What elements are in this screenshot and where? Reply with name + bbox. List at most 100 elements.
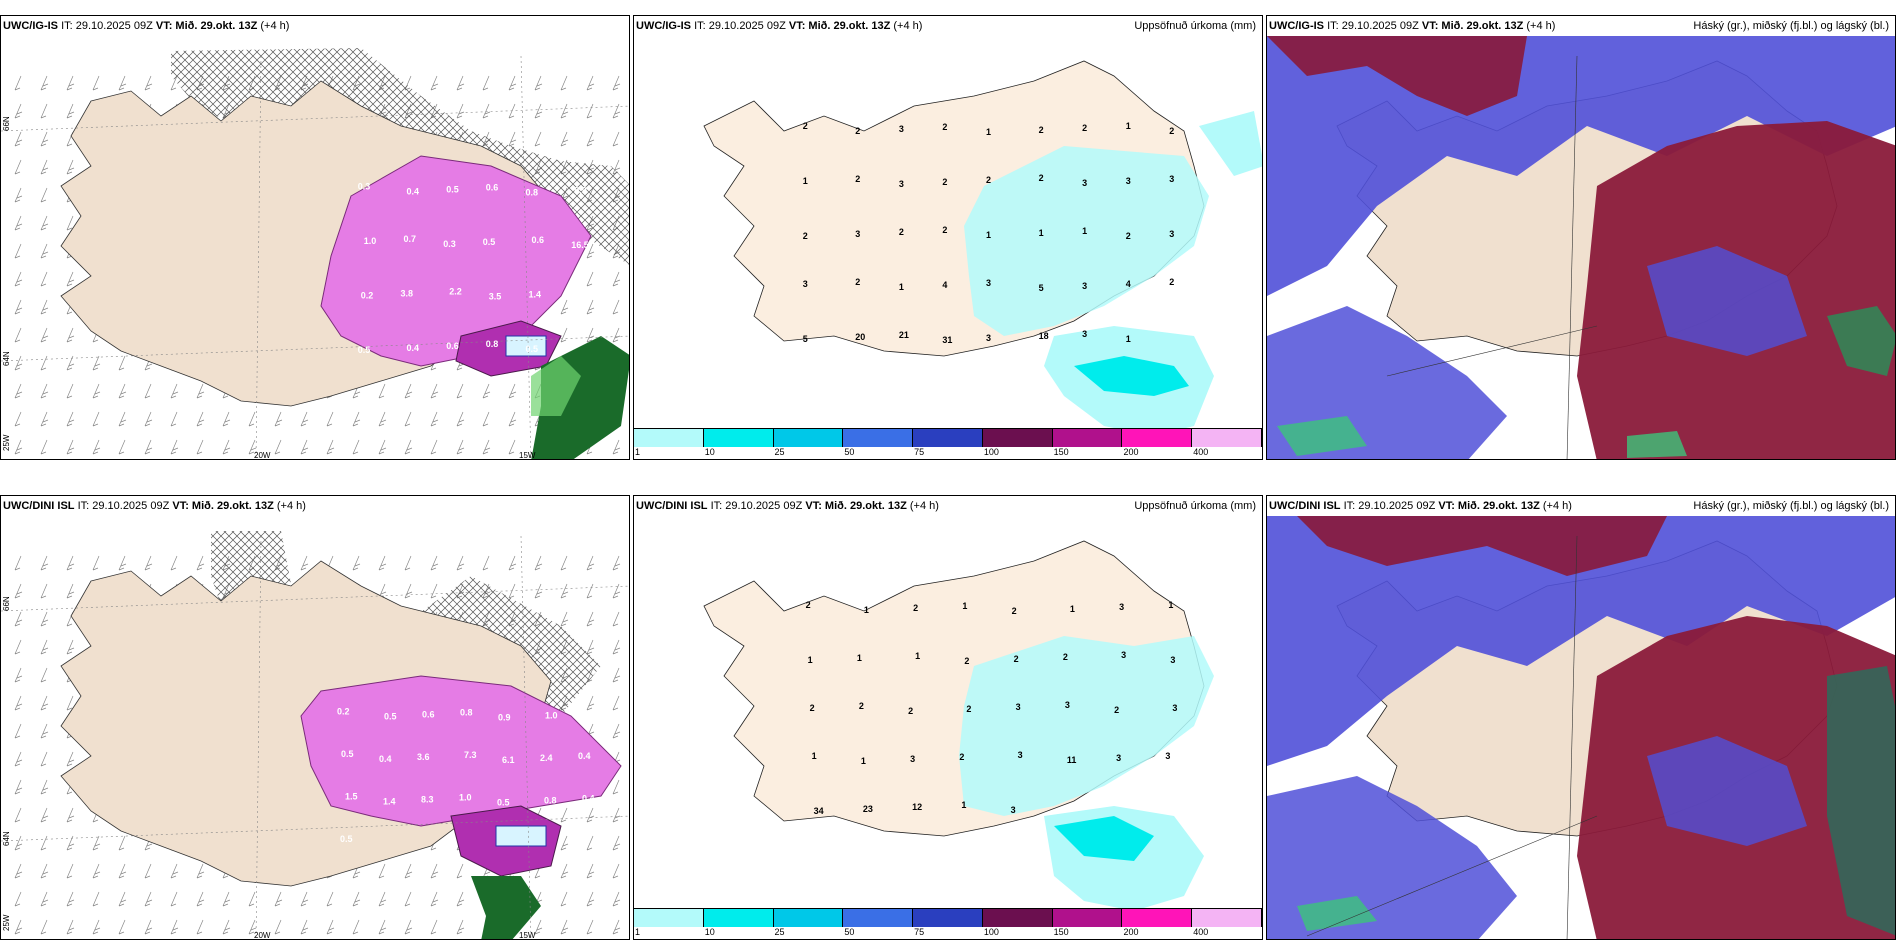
wind-barb bbox=[66, 555, 75, 571]
wind-barb bbox=[534, 75, 543, 91]
green-light bbox=[531, 356, 581, 416]
precip-value-label: 2 bbox=[859, 701, 864, 711]
precip-value-label: 3 bbox=[910, 754, 915, 764]
wind-barb bbox=[560, 863, 569, 879]
panel-header: UWC/DINI ISL IT: 29.10.2025 09Z VT: Mið.… bbox=[1, 496, 629, 516]
wind-barb bbox=[612, 555, 621, 571]
precip-value-label: 3 bbox=[1082, 178, 1087, 188]
precip-value-label: 2 bbox=[855, 126, 860, 136]
precip-value-label: 1 bbox=[1126, 334, 1131, 344]
wind-barb bbox=[14, 611, 23, 627]
precip-shade bbox=[959, 636, 1214, 816]
wind-barb bbox=[508, 555, 517, 571]
precip-value-label: 1 bbox=[986, 230, 991, 240]
wind-barb bbox=[14, 411, 22, 427]
wind-barb bbox=[66, 215, 74, 231]
wind-barb bbox=[144, 75, 153, 91]
cloud-cover-map bbox=[1267, 36, 1895, 459]
lon-label-20w: 20W bbox=[254, 931, 271, 940]
precip-value-label: 1 bbox=[803, 176, 808, 186]
precip-value-label: 2 bbox=[803, 231, 808, 241]
precip-value-label: 8.3 bbox=[421, 794, 434, 804]
lat-label-66: 66N bbox=[2, 116, 11, 131]
lat-label-64: 64N bbox=[2, 351, 11, 366]
lat-label-25w: 25W bbox=[2, 914, 11, 931]
wind-barb bbox=[222, 919, 231, 935]
wind-barb bbox=[170, 383, 179, 399]
precip-value-label: 3 bbox=[1119, 602, 1124, 612]
precip-value-label: 1.5 bbox=[345, 791, 358, 801]
wind-barb bbox=[482, 411, 490, 427]
precip-value-label: 0.9 bbox=[498, 712, 511, 722]
wind-barb bbox=[40, 187, 48, 203]
wind-barb bbox=[118, 383, 127, 399]
wind-barb bbox=[144, 919, 153, 935]
wind-barb bbox=[40, 583, 48, 599]
wind-barb bbox=[430, 75, 439, 91]
precip-value-label: 0.5 bbox=[446, 184, 459, 194]
valid-time: VT: Mið. 29.okt. 13Z bbox=[155, 20, 258, 32]
wind-barb bbox=[274, 919, 282, 935]
wind-barb bbox=[40, 411, 49, 427]
precip-value-label: 2 bbox=[964, 656, 969, 666]
colorbar-swatch bbox=[913, 909, 983, 927]
wind-barb bbox=[404, 411, 412, 427]
borders bbox=[1306, 535, 1598, 939]
precip-area-core bbox=[505, 335, 547, 357]
wind-barb bbox=[40, 299, 49, 315]
wind-barb bbox=[612, 439, 621, 455]
wind-barb bbox=[586, 555, 595, 571]
panel-header: UWC/IG-IS IT: 29.10.2025 09Z VT: Mið. 29… bbox=[1267, 16, 1895, 36]
precip-value-label: 21 bbox=[899, 330, 909, 340]
colorbar-swatch bbox=[1122, 429, 1193, 447]
wind-barb bbox=[456, 555, 465, 571]
model-name: UWC/DINI ISL bbox=[3, 500, 75, 512]
panel-clouds-igis: UWC/IG-IS IT: 29.10.2025 09Z VT: Mið. 29… bbox=[1266, 15, 1896, 460]
precip-value-label: 0.8 bbox=[526, 187, 539, 197]
wind-barb bbox=[14, 807, 22, 823]
wind-barb bbox=[222, 891, 231, 907]
colorbar-label: 200 bbox=[1123, 447, 1139, 457]
precip-value-label: 3 bbox=[1170, 655, 1175, 665]
precip-value-label: 2 bbox=[908, 706, 913, 716]
wind-barb bbox=[404, 919, 413, 935]
colorbar-label: 25 bbox=[774, 447, 785, 457]
precip-value-label: 3.5 bbox=[489, 291, 502, 301]
precip-colorbar-labels: 1 10 25 50 75 100 150 200 400 bbox=[634, 927, 1262, 939]
colorbar-swatch bbox=[773, 429, 844, 447]
precip-value-label: 18 bbox=[1039, 331, 1049, 341]
precip-value-label: 1 bbox=[1082, 226, 1087, 236]
wind-barb bbox=[144, 555, 153, 571]
wind-barb bbox=[14, 131, 23, 147]
wind-barb bbox=[40, 103, 48, 119]
wind-barb bbox=[66, 75, 75, 91]
precip-value-label: 2 bbox=[1169, 126, 1174, 136]
wind-barb bbox=[326, 919, 335, 935]
wind-barb bbox=[66, 807, 75, 823]
valid-time: VT: Mið. 29.okt. 13Z bbox=[172, 500, 274, 512]
wind-barb bbox=[14, 103, 23, 119]
wind-barb bbox=[14, 723, 22, 739]
wind-barb bbox=[378, 863, 386, 879]
precip-value-label: 3 bbox=[986, 278, 991, 288]
precip-value-label: 11 bbox=[1067, 755, 1077, 765]
wind-barb bbox=[66, 103, 75, 119]
lead-time: (+4 h) bbox=[1526, 20, 1556, 32]
precip-colorbar bbox=[634, 428, 1262, 447]
wind-barb bbox=[378, 383, 386, 399]
wind-barb bbox=[66, 891, 75, 907]
wind-barb bbox=[40, 639, 49, 655]
wind-barb bbox=[92, 439, 101, 455]
precip-value-label: 0.6 bbox=[532, 235, 545, 245]
colorbar-swatch bbox=[634, 429, 704, 447]
precip-value-label: 2 bbox=[855, 174, 860, 184]
precip-value-label: 0.9 bbox=[568, 287, 581, 297]
wind-barb bbox=[14, 159, 22, 175]
low-cloud bbox=[1267, 36, 1895, 296]
precip-value-label: 0.2 bbox=[361, 290, 374, 300]
precip-value-label: 3 bbox=[1065, 700, 1070, 710]
precip-value-label: 1.0 bbox=[545, 710, 558, 720]
precip-value-label: 3 bbox=[1172, 703, 1177, 713]
wind-barb bbox=[612, 863, 620, 879]
wind-barb bbox=[118, 411, 127, 427]
